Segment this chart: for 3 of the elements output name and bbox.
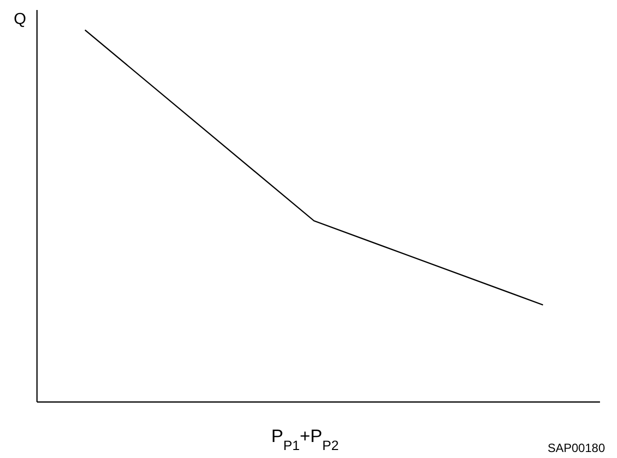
- y-axis-title: Q: [14, 11, 26, 28]
- text: SAP00180: [548, 441, 606, 455]
- x-axis-title: P$_{P1}$+P$_{P2}$: [271, 426, 339, 452]
